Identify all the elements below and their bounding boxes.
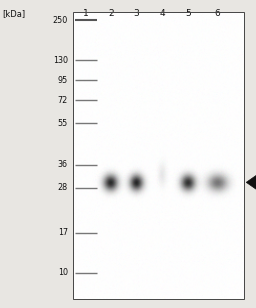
Text: 5: 5	[185, 9, 191, 18]
Text: 250: 250	[52, 15, 68, 25]
Text: 95: 95	[58, 75, 68, 85]
Text: 72: 72	[58, 95, 68, 105]
Text: 2: 2	[108, 9, 113, 18]
Text: 6: 6	[214, 9, 220, 18]
Text: 130: 130	[53, 55, 68, 65]
Bar	[73, 12, 244, 299]
Polygon shape	[246, 175, 256, 190]
Text: 17: 17	[58, 228, 68, 237]
Text: 3: 3	[134, 9, 139, 18]
Text: 55: 55	[58, 119, 68, 128]
Text: 4: 4	[159, 9, 165, 18]
Text: 36: 36	[58, 160, 68, 169]
Text: [kDa]: [kDa]	[3, 9, 26, 18]
Text: 10: 10	[58, 268, 68, 277]
Text: 28: 28	[58, 183, 68, 192]
Text: 1: 1	[83, 9, 89, 18]
